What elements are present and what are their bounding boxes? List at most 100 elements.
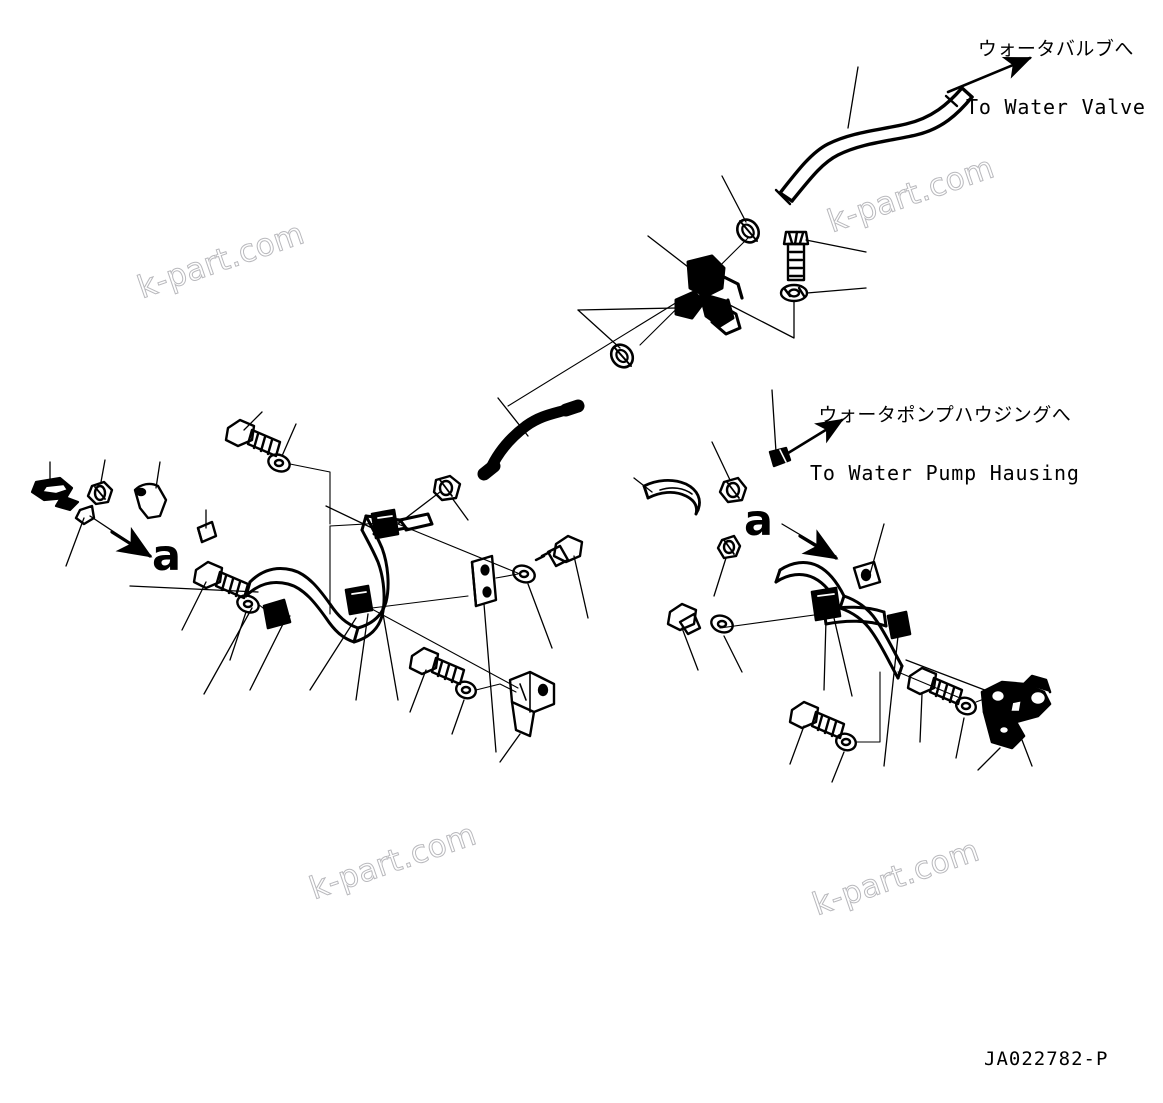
clamp-right-2 bbox=[886, 610, 912, 640]
arrow-detail-a-right bbox=[798, 529, 839, 560]
label-to-water-pump-housing-jp: ウォータポンプハウジングへ bbox=[818, 403, 1072, 426]
washer-center bbox=[512, 564, 536, 584]
leader-washer-right-upper bbox=[723, 635, 743, 673]
leader-tube-left-8 bbox=[355, 613, 369, 701]
tee-connector-body bbox=[674, 254, 744, 336]
nut-right-lower bbox=[716, 534, 742, 560]
bracket-tab-right bbox=[852, 560, 882, 590]
leader-bracket-link bbox=[723, 301, 795, 339]
leader-bracket-tab-right bbox=[869, 523, 885, 575]
clamp-left-end bbox=[262, 598, 292, 630]
mounting-bracket-right bbox=[980, 674, 1052, 750]
clamp-left-lower bbox=[344, 584, 374, 616]
leader-washer-left-bottom bbox=[451, 699, 465, 735]
leader-tube-left-3 bbox=[397, 523, 521, 575]
grommet-left bbox=[74, 504, 96, 526]
leader-bolt-left-upper bbox=[243, 411, 263, 431]
leader-washer-center bbox=[527, 583, 553, 649]
bracket-plate-center bbox=[470, 554, 498, 608]
assembly-centerline-upper bbox=[507, 287, 701, 407]
nut-right-upper bbox=[718, 476, 748, 504]
leader-washer-right-lower bbox=[831, 751, 845, 783]
washer-left-mid bbox=[236, 594, 260, 614]
bracket-angle-left bbox=[508, 670, 556, 738]
leader-upper-hose bbox=[847, 66, 859, 129]
hose-short-right bbox=[642, 479, 701, 516]
detail-callout-a-right: a bbox=[744, 496, 774, 546]
label-to-water-valve-jp: ウォータバルブへ bbox=[977, 37, 1134, 60]
bolt-right-lower bbox=[788, 700, 846, 740]
leader-nut-center bbox=[451, 497, 469, 521]
leader-washer-left-mid bbox=[229, 611, 247, 661]
leader-tee-connector bbox=[647, 235, 693, 271]
arrow-to-water-pump-housing bbox=[778, 418, 844, 460]
leader-nut-left bbox=[100, 459, 106, 483]
leader-bolt-left-bottom bbox=[409, 669, 427, 713]
leader-tube-right-2 bbox=[823, 619, 827, 691]
leader-bolt-tee bbox=[805, 239, 867, 253]
bolt-tee bbox=[782, 230, 810, 282]
washer-left-bottom bbox=[455, 680, 477, 700]
bolt-left-upper bbox=[224, 418, 282, 458]
label-to-water-pump-housing-en: To Water Pump Hausing bbox=[810, 460, 1080, 485]
leader-tube-left-4 bbox=[371, 595, 469, 609]
leader-tube-left-6 bbox=[271, 615, 291, 623]
nut-center bbox=[432, 474, 462, 502]
tube-assembly-left bbox=[244, 512, 434, 644]
leader-mounting-bracket bbox=[905, 659, 991, 693]
leader-hose-short-right bbox=[633, 477, 653, 493]
leader-elbow-left bbox=[155, 461, 161, 489]
bracket-connector-left-2 bbox=[329, 521, 401, 527]
clamp-ring-upper bbox=[736, 218, 760, 244]
hose-mid-black bbox=[477, 399, 585, 481]
washer-right-upper bbox=[710, 614, 734, 634]
drawing-part-number: JA022782-P bbox=[984, 1048, 1109, 1070]
clamp-ring-mid bbox=[609, 343, 635, 369]
clip-spring-left bbox=[30, 476, 80, 512]
bolt-right-upper bbox=[666, 602, 702, 636]
arrow-detail-a-left bbox=[110, 526, 153, 558]
label-to-water-pump-housing: ウォータポンプハウジングへ To Water Pump Hausing bbox=[810, 369, 1080, 520]
spacer-block-center bbox=[196, 520, 218, 544]
leader-washer-left-link bbox=[289, 463, 331, 525]
leader-washer-left-upper bbox=[281, 423, 297, 457]
bolt-left-bottom bbox=[408, 646, 466, 686]
leader-mid-hose bbox=[497, 397, 529, 437]
leader-bolt-center bbox=[573, 555, 589, 619]
connector-water-pump bbox=[768, 446, 792, 468]
leader-tube-left-7 bbox=[309, 617, 357, 691]
leader-bolt-bracket-right bbox=[919, 693, 923, 743]
leader-nut-right-upper bbox=[711, 441, 731, 481]
arrow-to-water-valve bbox=[946, 56, 1033, 94]
leader-tube-left-9 bbox=[381, 607, 399, 701]
leader-washer-bracket-right bbox=[955, 717, 965, 759]
label-to-water-valve-en: To Water Valve bbox=[966, 94, 1146, 119]
leader-tube-left-12 bbox=[249, 617, 287, 691]
leader-bolt-right-upper bbox=[681, 627, 699, 671]
leader-bolt-right-lower bbox=[789, 725, 805, 765]
leader-tee-body bbox=[577, 307, 677, 311]
leader-clamp-upper bbox=[721, 175, 747, 223]
washer-left-upper bbox=[267, 453, 291, 473]
leader-clamp-right-2 bbox=[883, 635, 899, 767]
washer-tee bbox=[779, 283, 809, 303]
label-to-water-valve: ウォータバルブへ To Water Valve bbox=[966, 3, 1146, 154]
leader-bolt-left-mid bbox=[181, 581, 207, 631]
leader-nut-right-lower bbox=[713, 557, 727, 597]
hose-to-water-valve bbox=[774, 86, 974, 206]
leader-washer-tee bbox=[806, 287, 867, 294]
leader-tube-right-3 bbox=[833, 617, 853, 697]
bolt-left-mid bbox=[192, 560, 250, 600]
leader-bracket-angle-left bbox=[499, 733, 521, 763]
leader-tube-left-5 bbox=[369, 607, 519, 689]
washer-bracket-right bbox=[955, 696, 977, 716]
tube-assembly-right bbox=[774, 561, 904, 680]
leader-connector-pump bbox=[771, 389, 777, 453]
leader-washer-left-mid-link bbox=[257, 603, 269, 613]
clamp-left-upper bbox=[370, 508, 400, 540]
leader-clamp-mid bbox=[577, 309, 621, 349]
leader-tube-left-10 bbox=[203, 607, 253, 695]
leader-grommet-left bbox=[65, 517, 85, 567]
elbow-fitting-left bbox=[133, 482, 168, 520]
